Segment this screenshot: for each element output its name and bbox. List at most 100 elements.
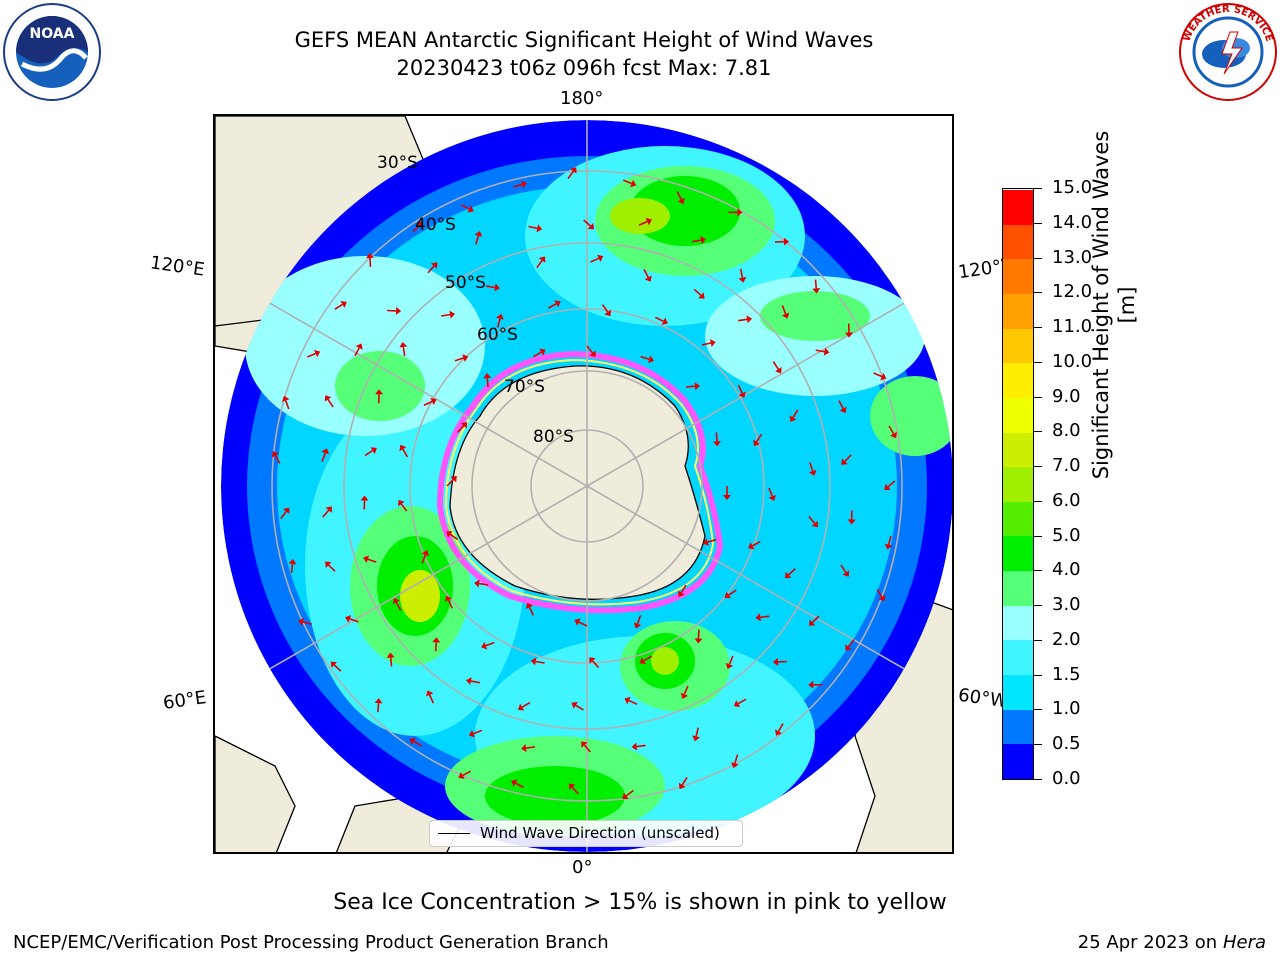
wave-arrow — [772, 361, 779, 370]
colorbar-tick-label: 4.0 — [1052, 559, 1081, 581]
wave-arrow-head — [783, 237, 789, 246]
wave-arrow — [333, 664, 342, 672]
colorbar-tick — [1034, 674, 1042, 676]
colorbar-tick-label: 0.5 — [1052, 733, 1081, 755]
wave-arrow-head — [648, 355, 654, 364]
wave-arrow — [887, 480, 896, 488]
wind-wave-arrows — [271, 167, 898, 800]
lat-label-70: 70°S — [504, 377, 545, 397]
wave-arrow-head — [340, 301, 347, 308]
wave-arrow — [738, 318, 748, 322]
wave-arrow — [290, 563, 294, 573]
footer-date: 25 Apr 2023 on Hera — [1078, 932, 1266, 953]
wave-arrow-head — [784, 571, 792, 579]
wave-arrow-head — [374, 698, 383, 704]
wave-arrow — [367, 558, 377, 563]
colorbar-tick-label: 1.5 — [1052, 663, 1081, 685]
wave-arrow-head — [365, 252, 374, 259]
wave-arrow — [478, 582, 489, 586]
wave-arrow-head — [345, 615, 352, 623]
sea-ice-edge — [436, 350, 724, 614]
colorbar-segment — [1003, 466, 1033, 502]
wave-arrow — [402, 448, 409, 458]
lat-label-80: 80°S — [533, 427, 574, 447]
wave-arrow — [280, 511, 287, 520]
wave-arrow-head — [571, 701, 578, 709]
wave-arrow — [654, 316, 664, 322]
wave-arrow-head — [355, 343, 363, 350]
wave-arrow — [715, 432, 718, 442]
wave-arrow-head — [775, 729, 782, 736]
wave-arrow — [692, 239, 702, 243]
wave-arrow-head — [375, 389, 384, 395]
wave-arrow — [486, 377, 489, 388]
colorbar-tick-label: 7.0 — [1052, 455, 1081, 477]
wave-arrow — [737, 698, 747, 705]
colorbar-segment — [1003, 674, 1033, 710]
wave-arrow-head — [839, 406, 847, 414]
wave-arrow — [389, 657, 393, 667]
wave-arrow-head — [460, 422, 468, 429]
wave-arrow-head — [271, 451, 279, 458]
wave-arrow — [643, 655, 653, 662]
wave-arrow — [513, 183, 523, 188]
wave-arrow-head — [808, 469, 817, 476]
colorbar-tick — [1034, 605, 1042, 607]
wave-arrow-head — [633, 622, 642, 629]
wave-arrow-head — [753, 439, 761, 447]
wave-arrow-head — [321, 448, 329, 455]
lon-label-180: 180° — [560, 88, 604, 109]
wave-arrow — [447, 599, 453, 609]
lon-label-120e: 120°E — [148, 252, 206, 281]
colorbar-segment — [1003, 709, 1033, 745]
wave-arrow-head — [525, 602, 534, 610]
wave-arrow-head — [789, 415, 797, 422]
wave-arrow-head — [823, 347, 830, 356]
colorbar-tick — [1034, 361, 1042, 363]
colorbar — [1002, 188, 1034, 780]
wave-arrow — [470, 680, 480, 684]
wave-arrow-head — [430, 262, 438, 269]
wave-arrow — [528, 225, 538, 230]
map-legend: Wind Wave Direction (unscaled) — [429, 820, 743, 847]
wave-arrow-head — [604, 309, 611, 317]
colorbar-tick-label: 13.0 — [1052, 246, 1093, 268]
wave-arrow-head — [398, 499, 405, 507]
wave-arrow-head — [282, 507, 290, 514]
wave-arrow-head — [645, 217, 652, 226]
wave-arrow-head — [395, 306, 402, 315]
chart-title: GEFS MEAN Antarctic Significant Height o… — [294, 28, 874, 52]
wave-arrow-head — [416, 221, 423, 229]
wave-arrow — [777, 723, 784, 732]
wave-arrow-head — [511, 779, 518, 787]
wave-arrow — [768, 487, 774, 497]
colorbar-tick — [1034, 709, 1042, 711]
colorbar-tick — [1034, 639, 1042, 641]
svg-text:NOAA: NOAA — [30, 26, 75, 42]
wave-arrow — [413, 740, 423, 747]
wave-arrow — [734, 754, 739, 764]
wave-arrow — [349, 618, 359, 623]
colorbar-segment — [1003, 189, 1033, 225]
colorbar-tick-label: 2.0 — [1052, 628, 1081, 650]
wave-arrow-head — [589, 350, 596, 357]
colorbar-segment — [1003, 605, 1033, 641]
wave-arrow-head — [712, 441, 721, 447]
wave-arrow-head — [483, 373, 492, 379]
wave-arrow-head — [808, 680, 814, 689]
legend-text: Wind Wave Direction (unscaled) — [480, 824, 720, 842]
wave-arrow — [636, 744, 646, 748]
wave-arrow-head — [724, 591, 731, 599]
wave-arrow — [583, 219, 591, 227]
wave-arrow — [571, 786, 579, 795]
wave-arrow — [427, 265, 435, 274]
wave-arrow — [457, 425, 465, 433]
wave-arrow-head — [539, 348, 546, 356]
wave-arrow-head — [581, 741, 588, 748]
wave-arrow — [792, 409, 799, 419]
polar-map: 30°S 40°S 50°S 60°S 70°S 80°S Wind Wave … — [213, 114, 954, 854]
colorbar-segment — [1003, 328, 1033, 364]
wave-arrow-head — [444, 595, 453, 602]
wave-arrow — [328, 564, 336, 572]
colorbar-tick-label: 5.0 — [1052, 524, 1081, 546]
